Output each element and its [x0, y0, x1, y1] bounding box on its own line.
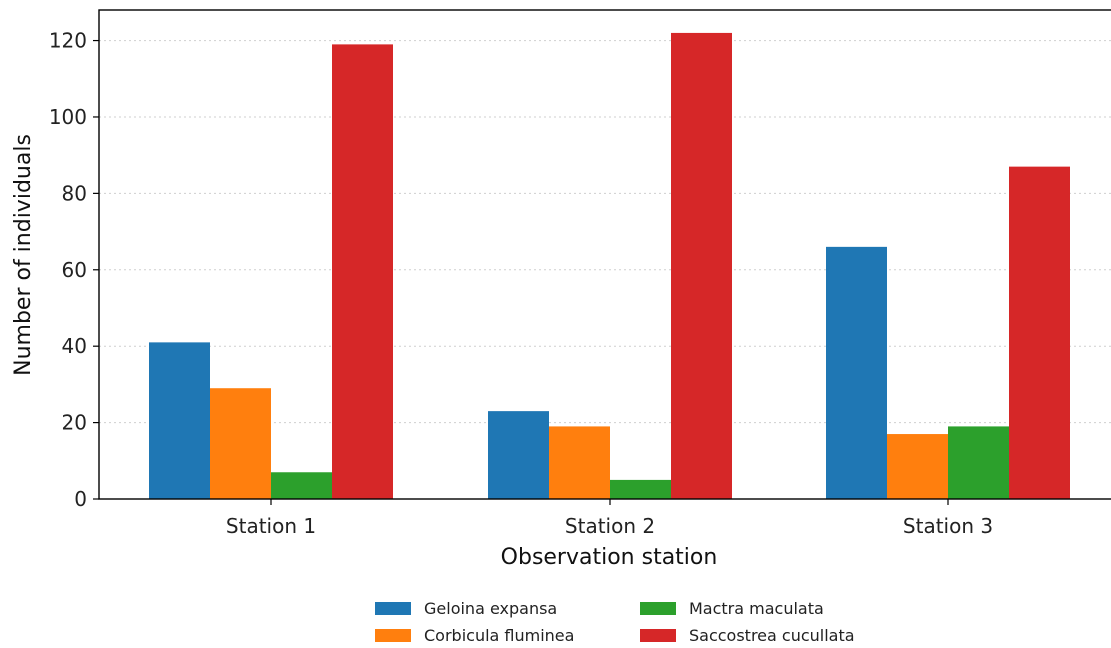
bar: [948, 426, 1009, 499]
y-tick-label: 80: [62, 181, 87, 205]
legend-swatch: [375, 601, 411, 615]
x-tick-label: Station 1: [226, 514, 316, 538]
legend: Geloina expansa Mactra maculata Corbicula …: [375, 598, 875, 645]
y-tick-label: 60: [62, 258, 87, 282]
y-tick-label: 20: [62, 411, 87, 435]
x-tick-label: Station 2: [565, 514, 655, 538]
legend-swatch: [640, 601, 676, 615]
legend-label: Mactra maculata: [689, 598, 824, 618]
y-tick-label: 120: [49, 29, 87, 53]
bar: [210, 388, 271, 499]
bar: [826, 246, 887, 499]
legend-label: Geloina expansa: [424, 598, 558, 618]
legend-item: Mactra maculata: [640, 598, 875, 618]
legend-item: Geloina expansa: [375, 598, 640, 618]
bar: [887, 434, 948, 499]
bar: [610, 479, 671, 499]
plot-frame: [98, 9, 1111, 500]
y-tick-label: 40: [62, 334, 87, 358]
y-tick-label: 0: [74, 487, 87, 511]
bar: [271, 472, 332, 499]
legend-swatch: [375, 628, 411, 642]
bars: [149, 32, 1070, 499]
bar: [488, 411, 549, 499]
bar: [149, 342, 210, 499]
bar: [549, 426, 610, 499]
x-axis-ticks: Station 1 Station 2 Station 3: [226, 499, 993, 538]
legend-item: Saccostrea cucullata: [640, 625, 875, 645]
bar: [1009, 166, 1070, 499]
legend-label: Saccostrea cucullata: [689, 625, 855, 645]
axes: [98, 9, 1111, 500]
legend-item: Corbicula fluminea: [375, 625, 640, 645]
y-axis-ticks: 0 20 40 60 80 100 120: [49, 29, 99, 511]
x-tick-label: Station 3: [903, 514, 993, 538]
bar: [332, 44, 393, 499]
legend-label: Corbicula fluminea: [424, 625, 575, 645]
y-axis-label: Number of individuals: [11, 134, 36, 376]
legend-swatch: [640, 628, 676, 642]
grid-lines: [99, 40, 1111, 424]
x-axis-label: Observation station: [501, 545, 718, 570]
y-tick-label: 100: [49, 105, 87, 129]
bar: [671, 32, 732, 499]
